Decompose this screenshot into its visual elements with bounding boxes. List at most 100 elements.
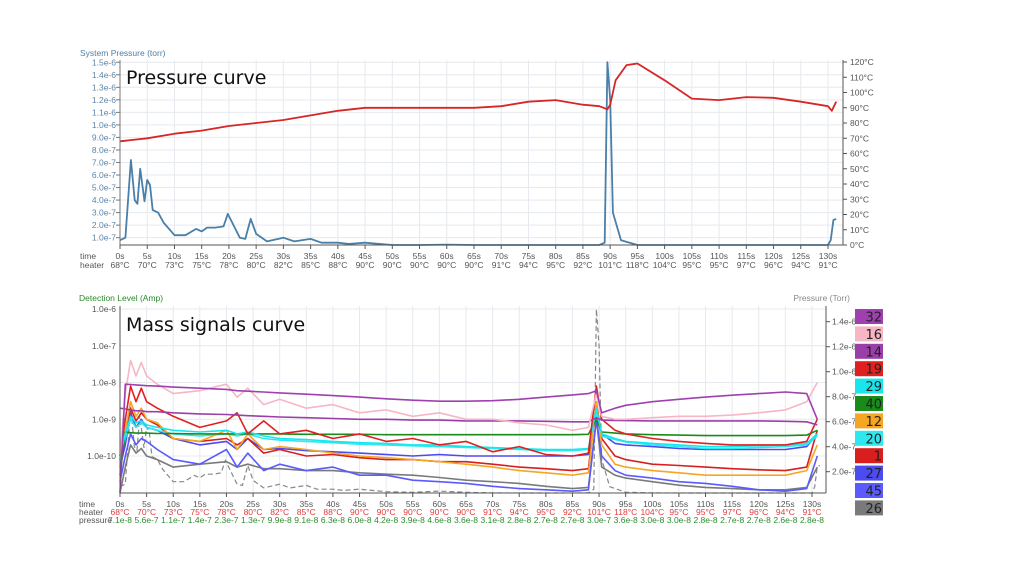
y2-tick-label: 1.2e-6 <box>832 342 856 352</box>
x-tick-label-time: 100s <box>643 499 661 509</box>
pressure-chart-series <box>119 61 838 246</box>
x-tick-label-time: 35s <box>304 251 318 261</box>
legend-label: 45 <box>865 485 882 500</box>
legend-swatch <box>855 430 883 446</box>
y-tick-label: 1.0e-10 <box>87 451 116 461</box>
x-tick-label-time: 50s <box>385 251 399 261</box>
detection-y-axis-label: Detection Level (Amp) <box>79 293 163 303</box>
pressure-chart: System Pressure (torr) 0s68°C5s70°C10s73… <box>80 48 874 270</box>
x-tick-label-heater: 118°C <box>626 260 649 270</box>
y-tick-label: 1.0e-7 <box>92 341 116 351</box>
legend-label: 40 <box>865 398 882 413</box>
x-tick-label-time: 85s <box>566 499 580 509</box>
x-tick-label-pressure: 1.3e-7 <box>241 515 265 525</box>
x-tick-label-pressure: 3.0e-8 <box>640 515 664 525</box>
x-tick-label-pressure: 4.2e-8 <box>374 515 398 525</box>
y-tick-label: 1.0e-9 <box>92 414 116 424</box>
y2-tick-label: 0°C <box>850 240 864 250</box>
x-tick-label-time: 120s <box>750 499 768 509</box>
x-tick-label-time: 65s <box>467 251 481 261</box>
y2-tick-label: 1.0e-6 <box>832 367 856 377</box>
x-tick-label-heater: 104°C <box>640 507 664 517</box>
x-tick-label-heater: 82°C <box>270 507 289 517</box>
legend-item-20[interactable]: 20 <box>855 430 883 448</box>
legend-label: 12 <box>865 415 882 430</box>
x-tick-label-heater: 70°C <box>137 507 156 517</box>
x-tick-label-pressure: 1.4e-7 <box>188 515 212 525</box>
legend-item-45[interactable]: 45 <box>855 483 883 500</box>
mass-legend: 32 16 14 19 29 40 12 20 1 27 45 26 <box>855 309 883 517</box>
x-tick-label-heater: 90°C <box>377 507 396 517</box>
x-tick-label-heater: 90°C <box>410 260 429 270</box>
legend-item-1[interactable]: 1 <box>855 448 883 465</box>
mass-series-line-14 <box>119 407 818 426</box>
x-tick-label-heater: 90°C <box>457 507 476 517</box>
legend-item-32[interactable]: 32 <box>855 309 883 326</box>
mass-signals-chart: Detection Level (Amp) Pressure (Torr) 0s… <box>79 293 883 525</box>
x-tick-label-heater: 91°C <box>492 260 511 270</box>
x-tick-label-pressure: 2.8e-8 <box>800 515 824 525</box>
x-tick-label-heater: 94°C <box>776 507 795 517</box>
x-tick-label-heater: 78°C <box>217 507 236 517</box>
legend-swatch <box>855 483 883 498</box>
x-tick-label-time: 55s <box>413 251 427 261</box>
legend-item-26[interactable]: 26 <box>855 500 883 517</box>
x-tick-label-time: 70s <box>486 499 500 509</box>
x-row-label-time: time <box>79 499 95 509</box>
legend-item-29[interactable]: 29 <box>855 378 883 396</box>
x-tick-label-heater: 96°C <box>749 507 768 517</box>
x-tick-label-heater: 80°C <box>244 507 263 517</box>
legend-item-40[interactable]: 40 <box>855 396 883 413</box>
y2-tick-label: 80°C <box>850 118 869 128</box>
x-tick-label-time: 130s <box>819 251 837 261</box>
mass-series-line-26 <box>119 418 819 493</box>
x-tick-label-time: 50s <box>379 499 393 509</box>
y-tick-label: 5.0e-7 <box>92 183 116 193</box>
x-tick-label-heater: 85°C <box>301 260 320 270</box>
x-tick-label-pressure: 2.7e-8 <box>560 515 584 525</box>
y2-tick-label: 1.4e-6 <box>832 317 856 327</box>
heater-series-line <box>119 62 838 143</box>
x-tick-label-heater: 88°C <box>323 507 342 517</box>
x-tick-label-time: 40s <box>331 251 345 261</box>
x-tick-label-heater: 73°C <box>164 507 183 517</box>
x-tick-label-heater: 97°C <box>737 260 756 270</box>
x-tick-label-time: 25s <box>249 251 263 261</box>
x-tick-label-pressure: 3.1e-8 <box>481 515 505 525</box>
x-tick-label-heater: 73°C <box>165 260 184 270</box>
x-tick-label-time: 110s <box>697 499 715 509</box>
x-tick-label-time: 115s <box>737 251 755 261</box>
x-tick-label-time: 10s <box>166 499 180 509</box>
x-tick-label-time: 0s <box>116 499 125 509</box>
x-tick-label-time: 95s <box>631 251 645 261</box>
x-tick-label-pressure: 4.6e-8 <box>427 515 451 525</box>
x-tick-label-time: 40s <box>326 499 340 509</box>
legend-item-16[interactable]: 16 <box>855 326 883 343</box>
x-row-label-heater: heater <box>80 260 104 270</box>
legend-item-19[interactable]: 19 <box>855 361 883 378</box>
legend-item-12[interactable]: 12 <box>855 413 883 430</box>
x-tick-label-time: 65s <box>459 499 473 509</box>
x-tick-label-heater: 90°C <box>430 507 449 517</box>
legend-item-14[interactable]: 14 <box>855 343 883 361</box>
mass-chart-annotation: Mass signals curve <box>126 314 305 336</box>
mass-series-line-19 <box>119 385 819 457</box>
x-tick-label-pressure: 3.9e-8 <box>401 515 425 525</box>
y2-tick-label: 40°C <box>850 179 869 189</box>
pressure-y2-axis-label: Pressure (Torr) <box>793 293 850 303</box>
x-row-label-time: time <box>80 251 96 261</box>
x-tick-label-heater: 82°C <box>274 260 293 270</box>
legend-item-27[interactable]: 27 <box>855 465 883 483</box>
y-tick-label: 4.0e-7 <box>92 195 116 205</box>
x-tick-label-time: 110s <box>710 251 728 261</box>
legend-label: 29 <box>865 380 882 395</box>
y2-tick-label: 6.0e-7 <box>832 417 856 427</box>
x-tick-label-time: 15s <box>193 499 207 509</box>
x-tick-label-time: 20s <box>220 499 234 509</box>
legend-label: 1 <box>874 450 882 465</box>
pressure-y-axis-label: System Pressure (torr) <box>80 48 166 58</box>
x-tick-label-heater: 70°C <box>138 260 157 270</box>
x-tick-label-heater: 90°C <box>465 260 484 270</box>
x-tick-label-time: 95s <box>619 499 633 509</box>
y2-tick-label: 2.0e-7 <box>832 467 856 477</box>
